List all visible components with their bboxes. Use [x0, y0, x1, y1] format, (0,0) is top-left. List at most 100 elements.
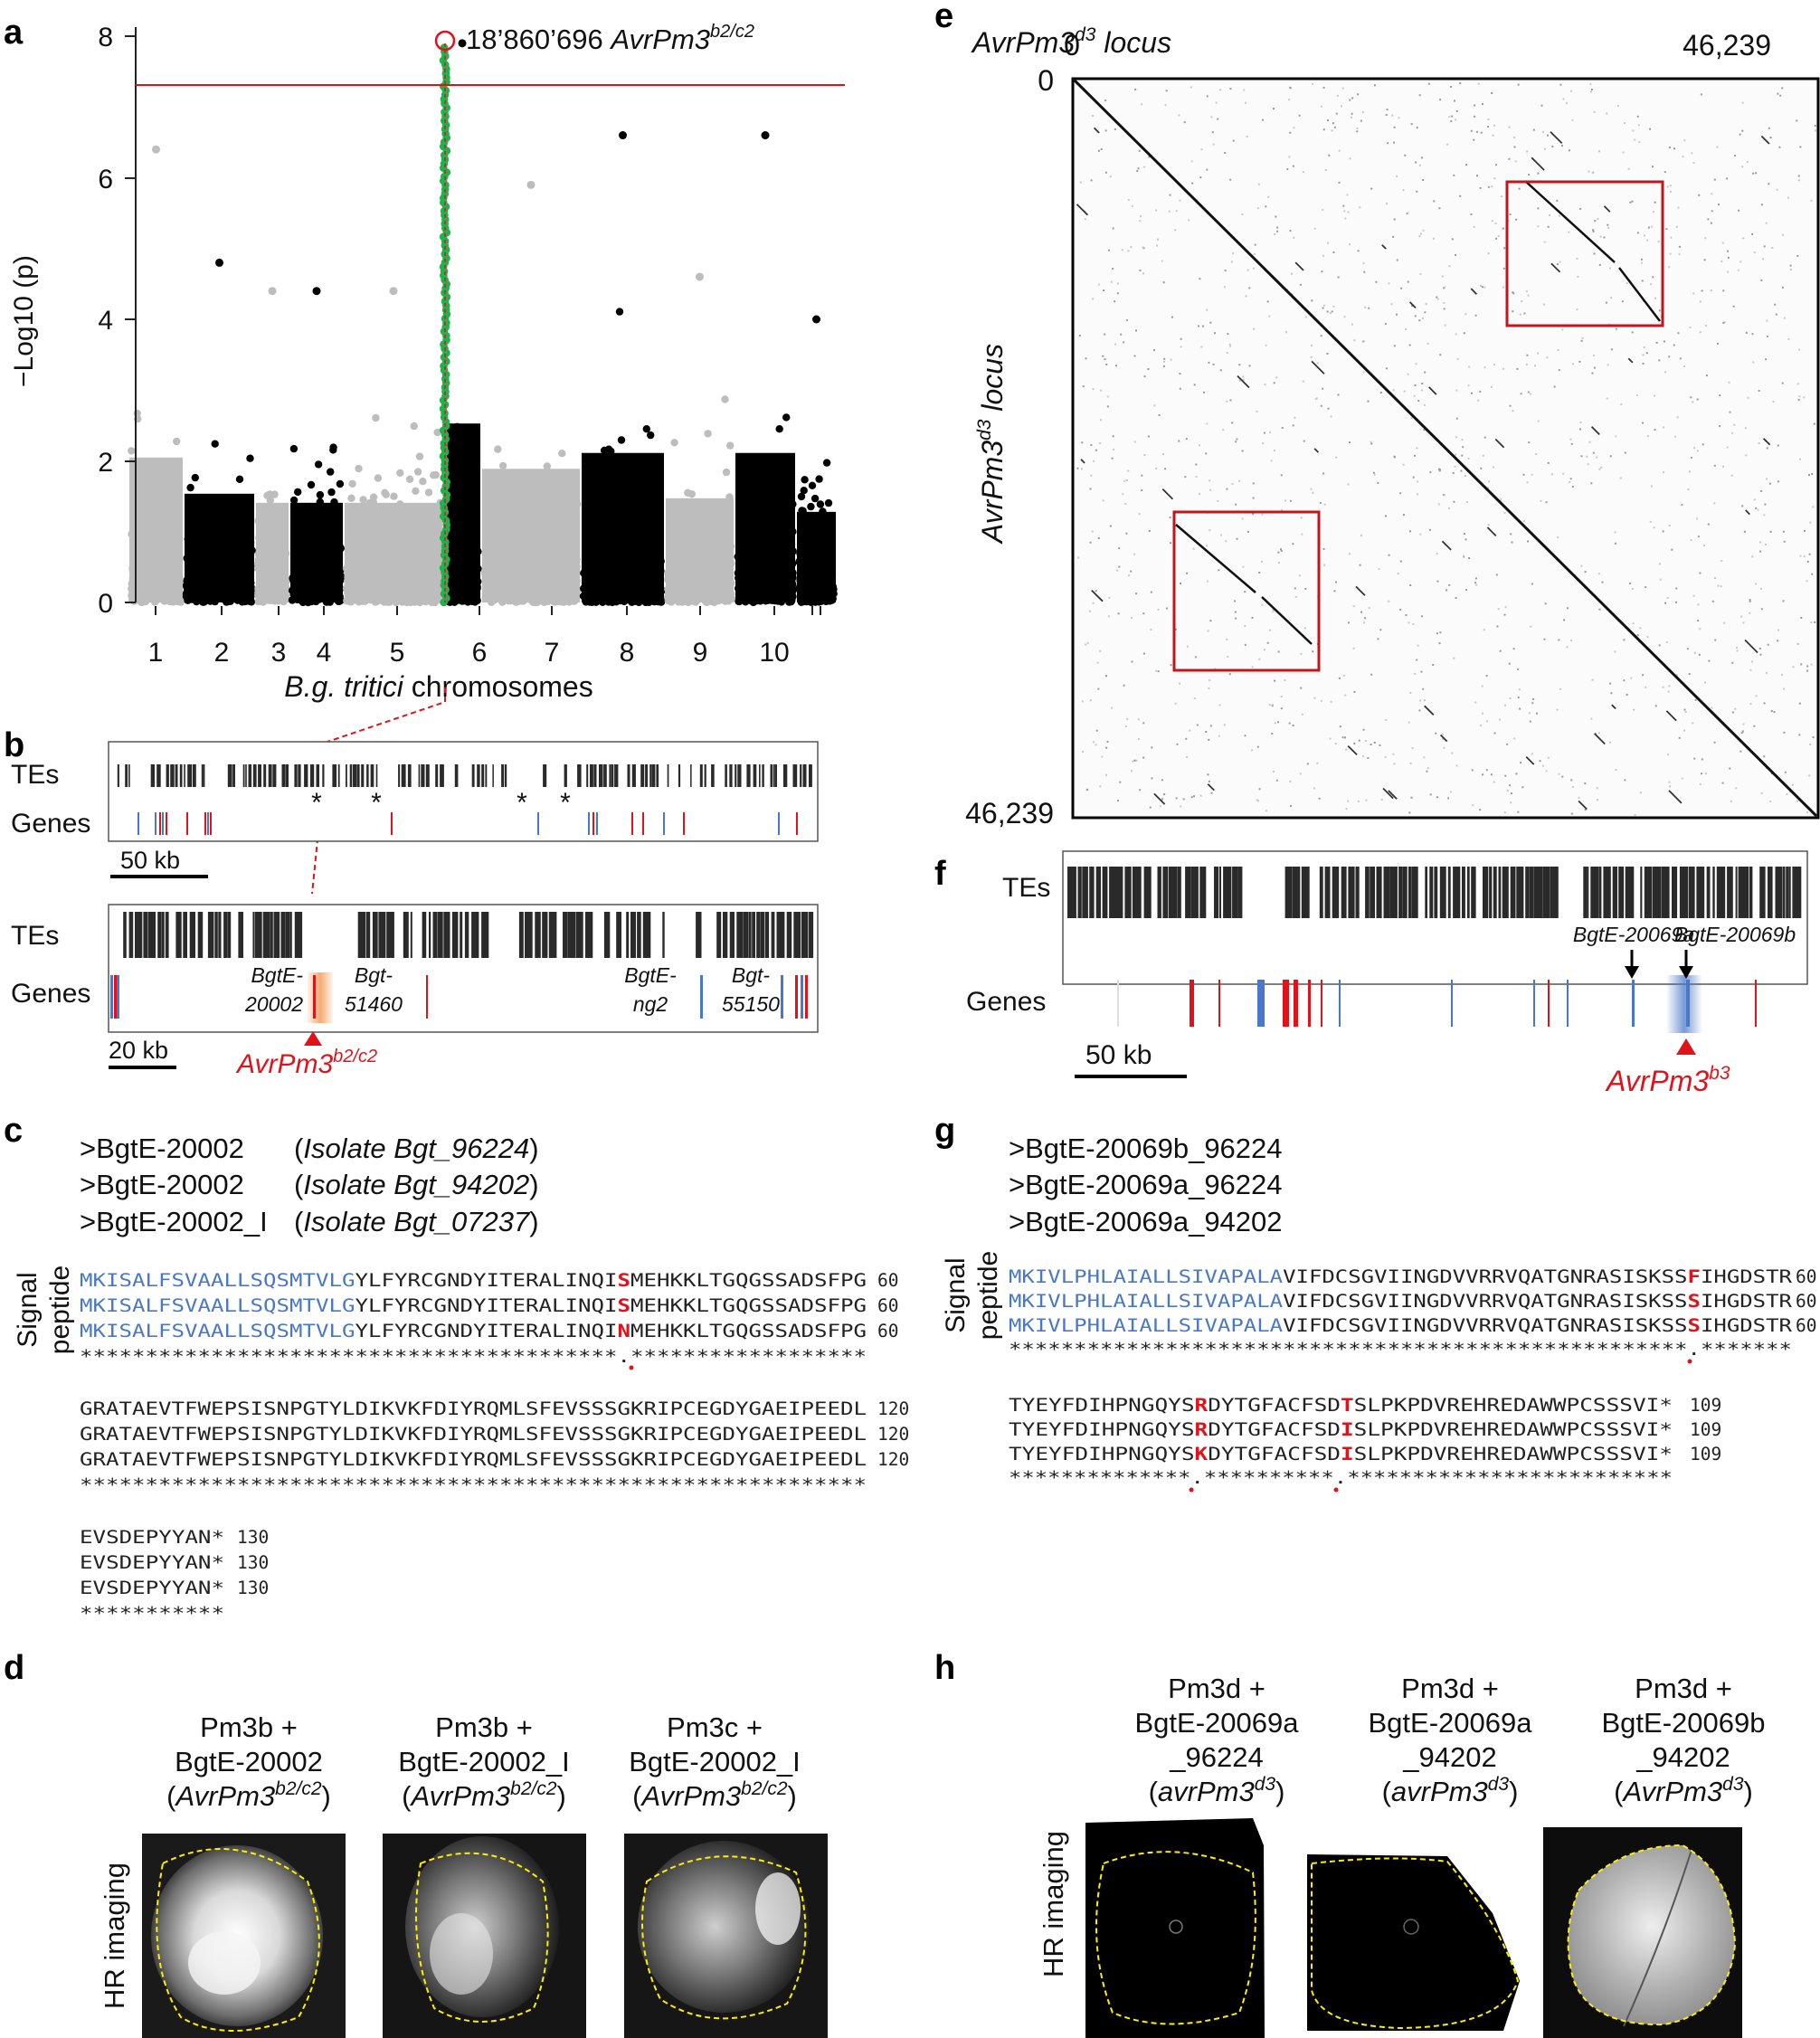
- dot: [1302, 171, 1304, 174]
- te-bar: [454, 764, 459, 787]
- dot: [1386, 203, 1388, 205]
- dot: [1465, 313, 1467, 316]
- dot: [1537, 420, 1540, 422]
- dot: [1217, 499, 1219, 502]
- dot: [1356, 130, 1359, 133]
- dot: [1162, 365, 1165, 367]
- dot: [1534, 365, 1536, 367]
- gene-bar: [796, 812, 798, 835]
- dot: [1336, 94, 1339, 97]
- dot: [1579, 428, 1581, 431]
- gene-bar: [117, 975, 119, 1019]
- dot: [1781, 286, 1784, 289]
- dot: [1104, 100, 1107, 102]
- dot: [1783, 317, 1786, 319]
- te-bar: [440, 764, 444, 787]
- dot: [1170, 358, 1172, 361]
- dot: [1151, 746, 1153, 749]
- dot: [1593, 110, 1596, 113]
- dot: [1409, 584, 1412, 586]
- te-bar: [258, 764, 261, 787]
- dot: [1739, 261, 1742, 263]
- dot: [1133, 553, 1136, 555]
- te-bar: [492, 764, 494, 787]
- dot: [1150, 629, 1152, 630]
- dot: [1417, 480, 1419, 483]
- dot: [1161, 260, 1163, 262]
- dot: [1367, 400, 1370, 403]
- dot: [1597, 799, 1598, 801]
- dot: [1343, 316, 1346, 318]
- dot: [1343, 210, 1346, 213]
- dot: [1814, 125, 1816, 128]
- dot: [1815, 129, 1816, 132]
- dot: [1652, 211, 1654, 213]
- te-bar: [753, 764, 757, 787]
- dot: [1477, 399, 1480, 402]
- dot: [1443, 494, 1446, 497]
- dot: [1444, 324, 1446, 327]
- dot: [1281, 508, 1283, 511]
- dot: [1713, 464, 1716, 467]
- dot: [1312, 491, 1314, 494]
- dot: [1681, 504, 1683, 507]
- dot: [1321, 270, 1323, 273]
- dot: [1390, 303, 1393, 306]
- dot: [1570, 812, 1573, 815]
- dot: [1668, 685, 1671, 687]
- dot: [1701, 758, 1703, 761]
- te-bar: [748, 912, 752, 958]
- data-point: [797, 492, 806, 501]
- dot: [1812, 506, 1815, 508]
- dot: [1136, 169, 1139, 172]
- dot: [1522, 473, 1525, 476]
- dot: [1659, 563, 1661, 565]
- dot: [1424, 371, 1427, 374]
- dot: [1687, 488, 1690, 491]
- data-point: [405, 475, 414, 483]
- dot: [1402, 189, 1405, 192]
- dot: [1235, 503, 1237, 506]
- te-bar: [460, 912, 463, 958]
- gene-label: ng2: [633, 992, 668, 1016]
- dot: [1157, 608, 1160, 611]
- significant-snps: [439, 43, 451, 607]
- dot: [1418, 234, 1421, 237]
- dot: [1593, 252, 1596, 255]
- te-bar: [262, 912, 270, 958]
- dot: [1733, 423, 1736, 426]
- dot: [1512, 291, 1514, 294]
- dot: [1235, 441, 1237, 443]
- row-label-tes: TEs: [11, 921, 59, 951]
- dot: [1598, 468, 1601, 470]
- dot: [1677, 206, 1680, 209]
- dot: [1777, 444, 1779, 447]
- dot: [1474, 115, 1476, 118]
- dot: [1210, 792, 1213, 794]
- te-bar: [667, 764, 669, 787]
- dot: [1229, 345, 1232, 347]
- dot: [1100, 389, 1103, 392]
- dot: [1414, 384, 1417, 386]
- dot: [1252, 513, 1255, 516]
- dot: [1272, 771, 1275, 773]
- dot: [1360, 535, 1363, 536]
- dot: [1749, 599, 1751, 602]
- dot: [1804, 529, 1806, 532]
- dot: [1768, 127, 1770, 129]
- dot: [1365, 799, 1368, 801]
- dot: [1800, 663, 1803, 666]
- te-bar: [564, 764, 567, 787]
- dot: [1264, 384, 1266, 386]
- data-band: [129, 457, 183, 602]
- dot: [1322, 387, 1324, 390]
- dot: [1092, 602, 1095, 604]
- dot: [1373, 742, 1376, 744]
- te-bar: [370, 764, 374, 787]
- peak-point: [312, 287, 321, 296]
- dot: [1610, 692, 1613, 695]
- dot: [1502, 367, 1504, 370]
- dot: [1328, 154, 1331, 156]
- dot: [1759, 587, 1762, 590]
- dot: [1139, 789, 1142, 792]
